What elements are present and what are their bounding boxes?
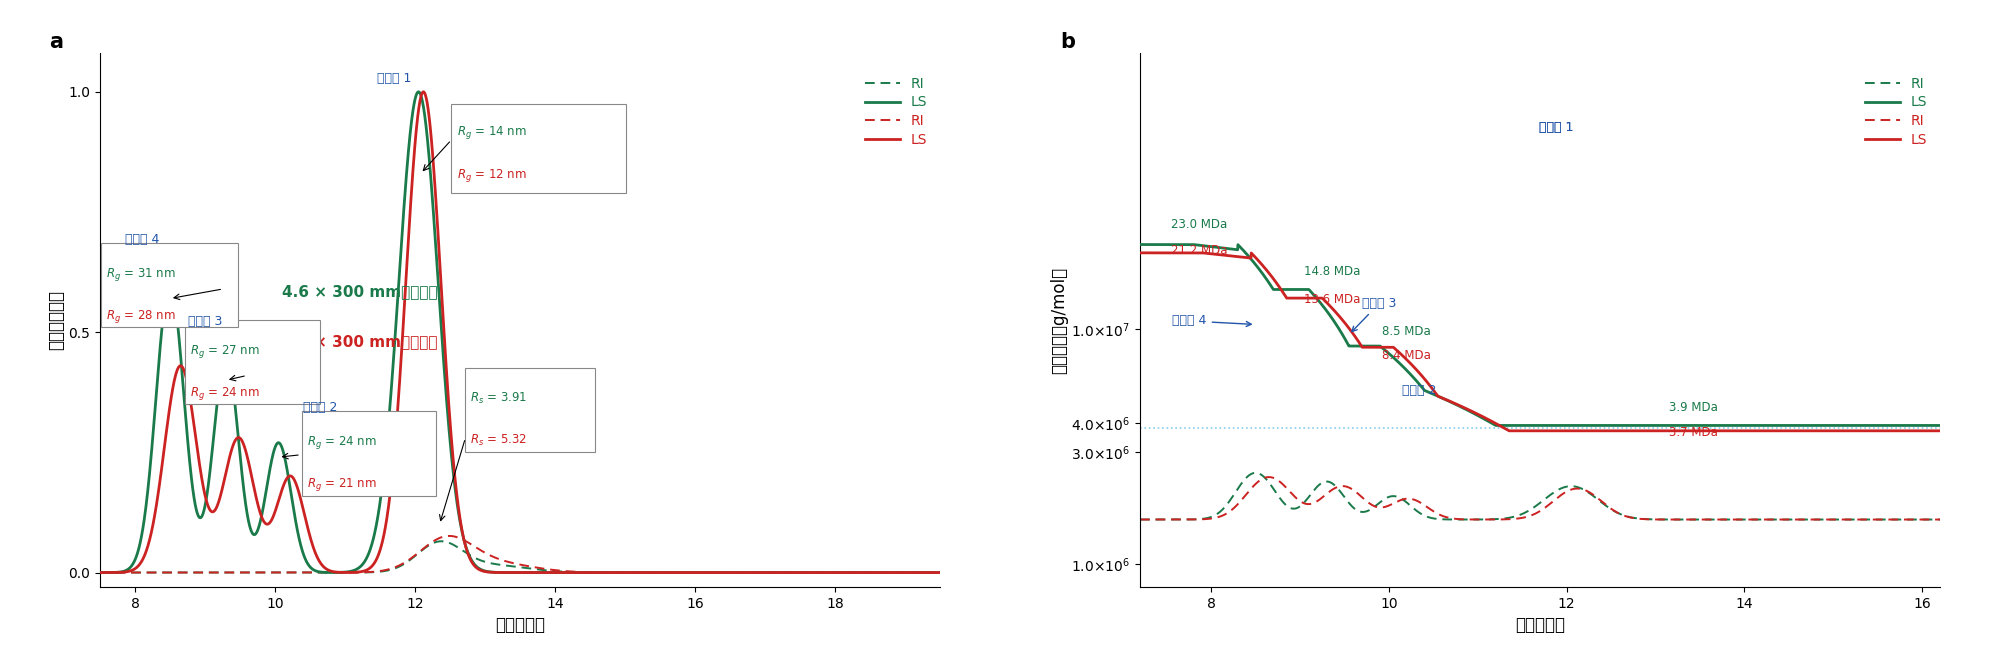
Text: ピーク 3: ピーク 3 <box>188 315 222 328</box>
Text: 4.6 × 300 mm（綠色）: 4.6 × 300 mm（綠色） <box>282 284 438 299</box>
Text: $R_g$ = 12 nm: $R_g$ = 12 nm <box>456 167 526 185</box>
X-axis label: 時間（分）: 時間（分） <box>496 616 544 634</box>
Bar <box>452 104 626 193</box>
Bar <box>302 412 436 496</box>
Text: a: a <box>50 32 64 52</box>
Text: ピーク 1: ピーク 1 <box>1538 121 1574 134</box>
Text: $R_s$ = 5.32: $R_s$ = 5.32 <box>470 433 528 448</box>
Text: $R_g$ = 14 nm: $R_g$ = 14 nm <box>456 124 526 141</box>
Legend: RI, LS, RI, LS: RI, LS, RI, LS <box>860 71 934 153</box>
Text: ピーク 1: ピーク 1 <box>1538 121 1574 134</box>
Legend: RI, LS, RI, LS: RI, LS, RI, LS <box>1860 71 1934 153</box>
Text: $R_s$ = 3.91: $R_s$ = 3.91 <box>470 391 528 406</box>
Bar <box>102 243 238 327</box>
Text: $R_g$ = 27 nm: $R_g$ = 27 nm <box>190 343 260 360</box>
Text: ピーク 2: ピーク 2 <box>1402 384 1436 397</box>
Y-axis label: 相対スケール: 相対スケール <box>48 290 66 350</box>
Text: 8.5 MDa: 8.5 MDa <box>1382 325 1430 338</box>
Text: 8.4 MDa: 8.4 MDa <box>1382 349 1430 362</box>
Text: ピーク 3: ピーク 3 <box>1352 297 1396 331</box>
Text: 13.6 MDa: 13.6 MDa <box>1304 293 1360 305</box>
Text: $R_g$ = 24 nm: $R_g$ = 24 nm <box>190 385 260 402</box>
Y-axis label: モル質量（g/mol）: モル質量（g/mol） <box>1050 267 1068 374</box>
Text: $R_g$ = 31 nm: $R_g$ = 31 nm <box>106 266 176 283</box>
Text: ピーク 4: ピーク 4 <box>124 233 160 246</box>
Text: b: b <box>1060 32 1076 52</box>
Text: 3.7 MDa: 3.7 MDa <box>1668 426 1718 440</box>
Text: 23.0 MDa: 23.0 MDa <box>1172 218 1228 231</box>
Bar <box>466 368 594 452</box>
Text: 7.8 × 300 mm（赤色）: 7.8 × 300 mm（赤色） <box>282 335 438 350</box>
Text: $R_g$ = 28 nm: $R_g$ = 28 nm <box>106 307 176 325</box>
Bar <box>186 320 320 404</box>
Text: 14.8 MDa: 14.8 MDa <box>1304 265 1360 278</box>
Text: ピーク 1: ピーク 1 <box>376 72 412 85</box>
Text: 21.2 MDa: 21.2 MDa <box>1172 244 1228 257</box>
Text: ピーク 2: ピーク 2 <box>304 402 338 414</box>
Text: ピーク 4: ピーク 4 <box>1172 314 1252 327</box>
X-axis label: 時間（分）: 時間（分） <box>1516 616 1564 634</box>
Text: $R_g$ = 24 nm: $R_g$ = 24 nm <box>306 434 376 452</box>
Text: 3.9 MDa: 3.9 MDa <box>1668 401 1718 414</box>
Text: $R_g$ = 21 nm: $R_g$ = 21 nm <box>306 476 376 493</box>
